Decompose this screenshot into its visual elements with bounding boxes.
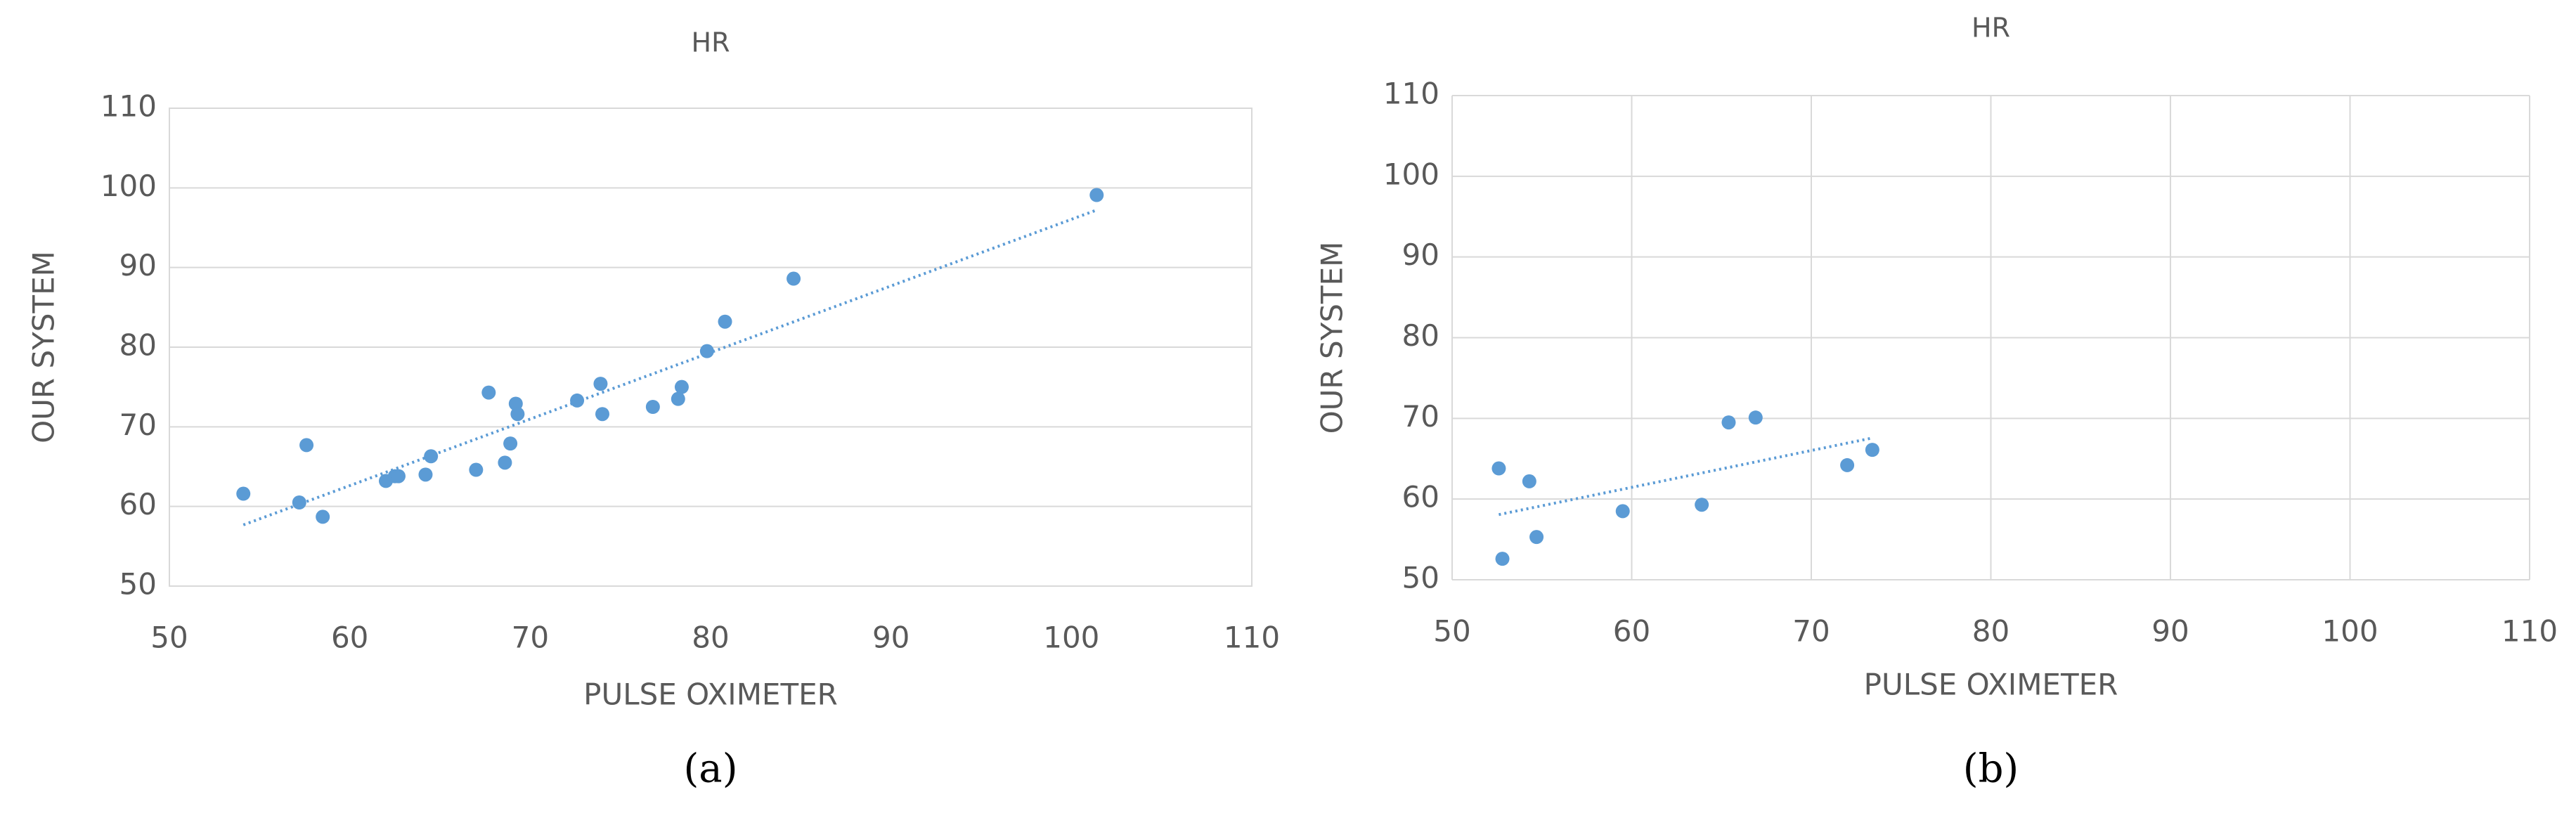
x-tick-label: 50 (1433, 614, 1470, 649)
x-axis-label: PULSE OXIMETER (1864, 668, 2118, 702)
data-point (1495, 552, 1510, 566)
x-axis-label: PULSE OXIMETER (583, 677, 838, 712)
caption: (b) (1963, 746, 2019, 792)
data-point (391, 469, 406, 483)
data-point (469, 462, 484, 477)
x-tick-label: 100 (1043, 621, 1099, 655)
x-tick-label: 70 (1792, 614, 1830, 649)
y-tick-label: 70 (119, 408, 157, 442)
data-point (1491, 461, 1506, 476)
y-axis-label: OUR SYSTEM (1315, 242, 1350, 434)
y-tick-label: 110 (1383, 77, 1439, 111)
data-point (292, 495, 306, 509)
y-tick-label: 70 (1402, 399, 1439, 434)
chart-title: HR (692, 27, 730, 58)
y-tick-label: 80 (119, 328, 157, 363)
chart: 50 60 70 80 90 100 110 50 60 70 80 90 100 110 HR PULSE … (27, 27, 1281, 792)
data-point (787, 271, 801, 286)
y-tick-label: 80 (1402, 318, 1439, 353)
data-point (593, 377, 608, 391)
y-tick-label: 90 (119, 248, 157, 283)
x-tick-label: 80 (1972, 614, 2009, 649)
data-point (1748, 410, 1763, 425)
data-point (1089, 188, 1104, 202)
x-tick-label: 90 (2151, 614, 2189, 649)
data-point (508, 396, 523, 411)
x-tick-label: 70 (512, 621, 549, 655)
data-point (1865, 443, 1879, 457)
data-point (570, 393, 585, 408)
y-tick-label: 50 (119, 567, 157, 602)
data-point (1840, 457, 1855, 472)
y-tick-label: 110 (101, 89, 157, 124)
y-tick-label: 90 (1402, 238, 1439, 272)
data-point (718, 314, 732, 329)
x-tick-label: 80 (692, 621, 729, 655)
data-point (595, 407, 609, 422)
data-point (503, 436, 518, 451)
data-point (510, 407, 525, 422)
data-point (645, 400, 660, 414)
data-point (316, 509, 330, 524)
caption: (a) (683, 746, 737, 792)
y-tick-label: 60 (1402, 480, 1439, 514)
data-point (674, 379, 689, 394)
y-tick-label: 100 (1383, 157, 1439, 191)
y-tick-label: 100 (101, 169, 157, 203)
data-point (498, 455, 512, 470)
y-tick-label: 50 (1402, 561, 1439, 595)
data-point (418, 467, 433, 482)
x-tick-label: 60 (331, 621, 368, 655)
data-point (1522, 474, 1536, 488)
data-point (671, 391, 685, 406)
x-tick-label: 50 (150, 621, 188, 655)
data-point (1529, 530, 1544, 545)
x-tick-label: 60 (1613, 614, 1650, 649)
chart: 50 60 70 80 90 100 110 50 60 70 80 90 100 110 HR PULSE … (1315, 13, 2558, 792)
data-point (1721, 415, 1736, 430)
chart-title: HR (1972, 13, 2010, 44)
data-point (236, 486, 251, 501)
data-point (1695, 498, 1709, 512)
data-point (481, 385, 496, 400)
trendline (1499, 436, 1873, 517)
data-point (1615, 504, 1630, 519)
data-point (424, 449, 439, 464)
x-tick-label: 100 (2322, 614, 2378, 649)
x-tick-label: 110 (1224, 621, 1280, 655)
data-point (699, 344, 714, 358)
x-tick-label: 110 (2501, 614, 2558, 649)
y-tick-label: 60 (119, 487, 157, 521)
trendline (242, 208, 1097, 526)
y-axis-label: OUR SYSTEM (27, 251, 61, 443)
data-point (299, 438, 314, 453)
x-tick-label: 90 (872, 621, 910, 655)
